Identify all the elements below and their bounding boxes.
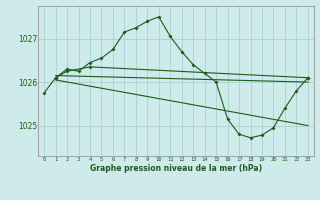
X-axis label: Graphe pression niveau de la mer (hPa): Graphe pression niveau de la mer (hPa) [90,164,262,173]
